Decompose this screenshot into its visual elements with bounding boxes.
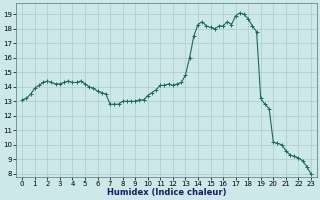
X-axis label: Humidex (Indice chaleur): Humidex (Indice chaleur)	[107, 188, 226, 197]
